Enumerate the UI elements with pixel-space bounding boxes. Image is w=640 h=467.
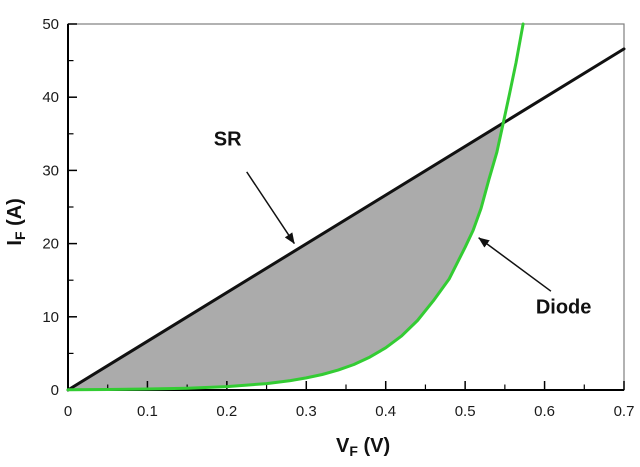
- x-axis-tick-label: 0: [64, 403, 72, 420]
- x-axis-title-subscript: F: [349, 443, 358, 459]
- y-axis-title-base: I: [4, 240, 26, 246]
- y-axis-tick-label: 40: [42, 89, 59, 106]
- x-axis-title: VF (V): [314, 412, 390, 467]
- axes-layer: 0 0.1 0.2 0.3 0.4 0.5 0.6 0.7 0 10 20 30 40 50: [42, 16, 634, 420]
- x-axis-tick-label: 0.4: [375, 403, 396, 420]
- x-axis-tick-label: 0.1: [137, 403, 158, 420]
- x-axis-title-unit: (V): [357, 435, 391, 457]
- sr-annotation-arrow: [246, 171, 295, 245]
- x-axis-tick-label: 0.7: [614, 403, 635, 420]
- sr-curve-label: SR: [213, 128, 242, 151]
- y-axis-tick-label: 10: [42, 309, 59, 326]
- sr-curve: [66, 47, 626, 392]
- y-axis-tick-label: 50: [42, 16, 59, 33]
- y-axis-tick-label: 0: [51, 382, 59, 399]
- x-axis-tick-label: 0.6: [534, 403, 555, 420]
- x-axis-tick-label: 0.5: [455, 403, 476, 420]
- x-axis-title-base: V: [336, 435, 350, 457]
- diode-annotation-arrow: [478, 237, 552, 292]
- x-axis-tick-label: 0.2: [216, 403, 237, 420]
- y-axis-title: IF (A): [0, 198, 51, 268]
- y-axis-title-unit: (A): [4, 198, 26, 232]
- diode-curve-label: Diode: [535, 296, 592, 319]
- diode-curve: [66, 22, 525, 392]
- series-layer: [66, 22, 626, 392]
- y-axis-title-subscript: F: [12, 231, 28, 241]
- y-axis-tick-label: 30: [42, 162, 59, 179]
- y-axis-tick-label: 20: [42, 236, 59, 253]
- x-axis-tick-label: 0.3: [296, 403, 317, 420]
- annotation-arrows-layer: [246, 171, 552, 292]
